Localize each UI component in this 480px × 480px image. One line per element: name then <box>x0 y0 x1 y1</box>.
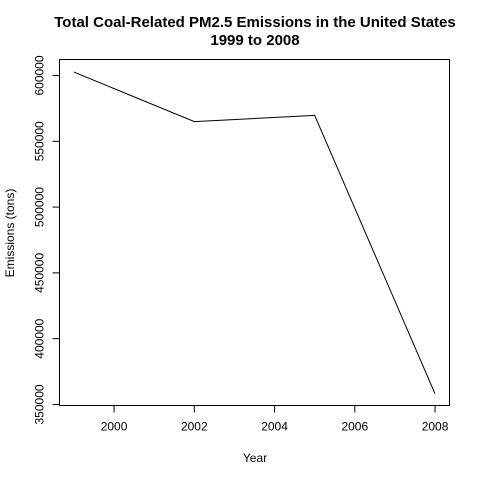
series-line <box>73 71 436 395</box>
y-tick-label: 550000 <box>33 121 47 161</box>
series-layer <box>73 71 436 395</box>
x-tick-label: 2000 <box>101 420 128 434</box>
chart-title: Total Coal-Related PM2.5 Emissions in th… <box>54 14 455 31</box>
x-tick-label: 2008 <box>422 420 449 434</box>
y-tick-label: 350000 <box>33 384 47 424</box>
y-tick-label: 600000 <box>33 55 47 95</box>
x-axis: 2000 2002 2004 2006 2008 <box>101 405 449 434</box>
x-tick-label: 2002 <box>181 420 208 434</box>
y-tick-label: 500000 <box>33 187 47 227</box>
y-tick-label: 450000 <box>33 253 47 293</box>
y-tick-label: 400000 <box>33 318 47 358</box>
chart-subtitle: 1999 to 2008 <box>210 32 299 49</box>
x-tick-label: 2006 <box>341 420 368 434</box>
y-axis: 350000 400000 450000 500000 550000 600000 <box>33 55 60 424</box>
plot-area-border <box>59 59 450 406</box>
x-axis-label: Year <box>243 451 267 465</box>
y-axis-label: Emissions (tons) <box>3 189 17 278</box>
x-tick-label: 2004 <box>261 420 288 434</box>
